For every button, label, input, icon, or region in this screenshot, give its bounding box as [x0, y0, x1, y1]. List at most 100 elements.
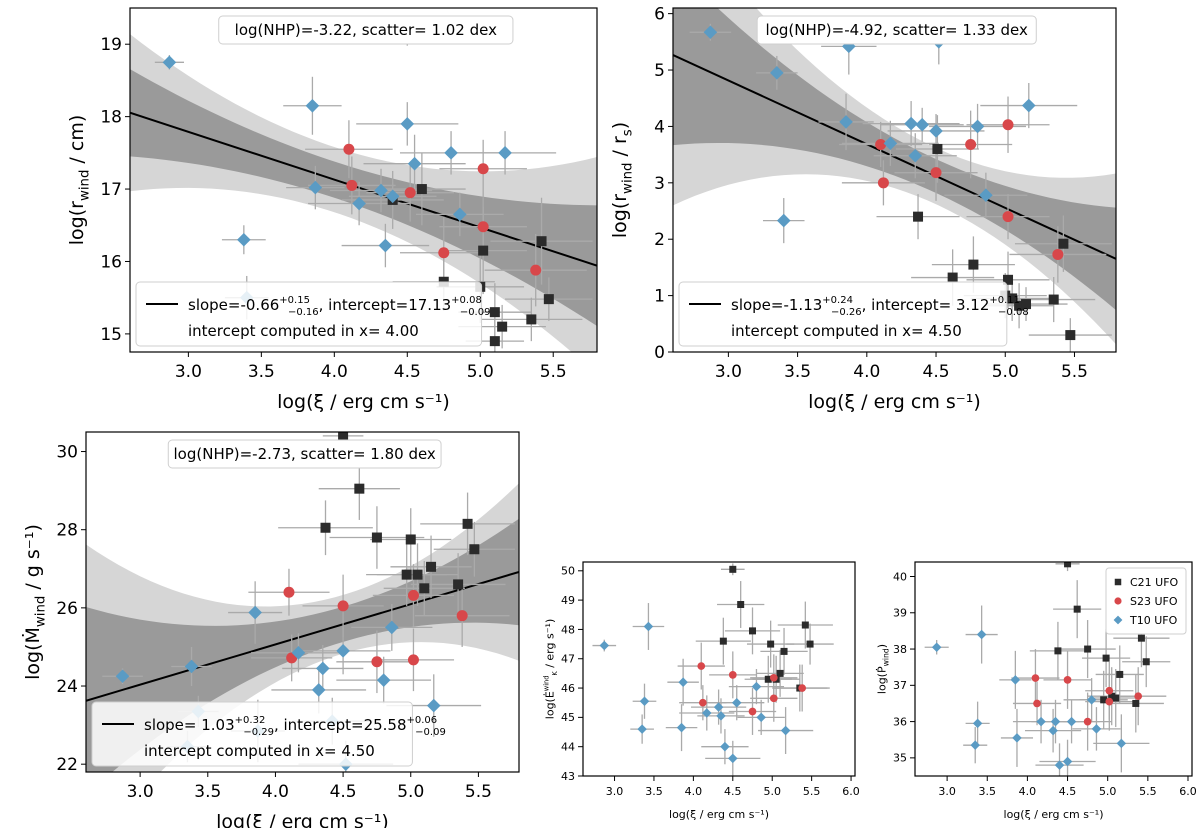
c21-ufo-point: [1065, 330, 1076, 341]
annotation-box: [167, 439, 442, 469]
c21-ufo-point: [780, 647, 788, 655]
s23-ufo-point: [1063, 676, 1072, 684]
legend-label: S23 UFO: [1130, 595, 1178, 608]
annotation-box: [218, 15, 514, 45]
annotation-box: [756, 15, 1037, 45]
chart-p3: 3.0 3.5 4.0 4.5 5.0 5.5 22 24 26 28 30 log(ξ / erg …: [21, 431, 520, 828]
x-tick-label: 4.5: [394, 362, 421, 382]
s23-ufo-point: [1002, 211, 1014, 223]
y-tick-label: 47: [561, 653, 575, 666]
t10-ufo-point: [1054, 760, 1065, 770]
c21-ufo-point: [1108, 692, 1116, 700]
fit-line: [673, 54, 1116, 260]
x-tick-label: 5.0: [467, 362, 494, 382]
legend-marker-diamond: [1113, 615, 1123, 625]
fit-legend-text: slope= 1.03+0.32 −0.29, intercept=25.58+0…: [144, 715, 446, 738]
x-tick-label: 4.0: [685, 785, 703, 798]
series-legend: [1105, 567, 1187, 635]
c21-ufo-point: [489, 307, 500, 318]
x-tick-label: 3.0: [127, 782, 154, 802]
s23-ufo-point: [477, 221, 489, 233]
t10-ufo-point: [400, 117, 415, 131]
plot-area: [130, 31, 597, 352]
c21-ufo-point: [543, 294, 554, 305]
fit-legend: [91, 701, 413, 767]
t10-ufo-point: [1050, 716, 1061, 727]
x-tick-label: 5.5: [465, 782, 492, 802]
x-tick-label: 4.5: [1059, 785, 1077, 798]
annotation-text: log(NHP)=-3.22, scatter= 1.02 dex: [235, 21, 497, 39]
t10-ufo-point: [352, 196, 366, 211]
s23-ufo-point: [697, 662, 706, 670]
c21-ufo-point: [462, 518, 473, 529]
t10-ufo-point: [376, 673, 391, 687]
x-tick-label: 4.0: [321, 362, 348, 382]
c21-ufo-point: [1021, 299, 1032, 310]
t10-ufo-point: [1066, 716, 1077, 727]
t10-ufo-point: [908, 148, 923, 163]
t10-ufo-point: [637, 724, 647, 734]
x-tick-label: 3.5: [645, 785, 663, 798]
s23-ufo-point: [477, 163, 489, 175]
c21-ufo-point: [354, 483, 365, 494]
legend-label: T10 UFO: [1129, 614, 1178, 627]
x-axis-label: log(ξ / erg cm s⁻¹): [1004, 808, 1104, 821]
legend-marker-square: [1114, 578, 1122, 586]
x-tick-label: 3.0: [175, 362, 202, 382]
c21-ufo-point: [1054, 647, 1062, 655]
y-tick-label: 1: [654, 287, 665, 307]
t10-ufo-point: [751, 681, 762, 692]
y-tick-label: 30: [56, 442, 78, 462]
y-tick-label: 49: [561, 594, 575, 607]
t10-ufo-point: [453, 207, 467, 222]
t10-ufo-point: [115, 669, 130, 684]
c21-ufo-point: [320, 522, 331, 533]
c21-ufo-point: [416, 184, 427, 195]
y-axis-label: log(rwind / cm): [66, 115, 93, 246]
y-tick-label: 26: [56, 599, 78, 619]
x-tick-label: 5.0: [763, 785, 781, 798]
t10-ufo-point: [315, 661, 330, 676]
c21-ufo-point: [1116, 670, 1124, 678]
x-tick-label: 5.0: [397, 782, 424, 802]
t10-ufo-point: [776, 213, 791, 228]
y-tick-label: 46: [561, 682, 575, 695]
t10-ufo-point: [308, 180, 323, 195]
x-tick-label: 5.0: [1099, 785, 1117, 798]
y-tick-label: 17: [100, 180, 122, 200]
y-tick-label: 5: [654, 61, 665, 81]
t10-ufo-point: [756, 712, 766, 723]
t10-ufo-point: [311, 683, 326, 697]
s23-ufo-point: [698, 698, 707, 707]
y-tick-label: 36: [893, 715, 907, 728]
s23-ufo-point: [346, 179, 358, 191]
x-tick-label: 5.0: [992, 362, 1019, 382]
c21-ufo-point: [1132, 699, 1140, 707]
c21-ufo-point: [419, 583, 430, 594]
c21-ufo-point: [338, 432, 349, 441]
t10-ufo-point: [676, 722, 687, 733]
x-tick-label: 3.5: [784, 362, 811, 382]
s23-ufo-point: [877, 177, 889, 189]
plot-area: [86, 432, 519, 772]
x-axis-label: log(ξ / erg cm s⁻¹): [277, 391, 450, 413]
t10-ufo-point: [731, 697, 742, 708]
s23-ufo-point: [438, 247, 450, 259]
axes-frame: [914, 561, 1193, 777]
y-tick-label: 28: [56, 521, 78, 541]
y-tick-label: 19: [100, 35, 122, 55]
c21-ufo-point: [1137, 634, 1145, 642]
s23-ufo-point: [343, 143, 355, 155]
c21-ufo-point: [1014, 300, 1025, 311]
s23-ufo-point: [728, 671, 737, 679]
fit-legend-note: intercept computed in x= 4.50: [731, 322, 962, 340]
y-tick-label: 2: [654, 230, 665, 250]
y-tick-label: 50: [561, 565, 575, 578]
chart-p1: 3.0 3.5 4.0 4.5 5.0 5.5 15 16 17 18 19 log(ξ / erg …: [66, 7, 598, 413]
x-tick-label: 3.5: [248, 362, 275, 382]
s23-ufo-point: [283, 586, 295, 598]
s23-ufo-point: [1002, 119, 1014, 131]
x-tick-label: 4.5: [330, 782, 357, 802]
c21-ufo-point: [1058, 238, 1069, 249]
c21-ufo-point: [453, 579, 464, 590]
